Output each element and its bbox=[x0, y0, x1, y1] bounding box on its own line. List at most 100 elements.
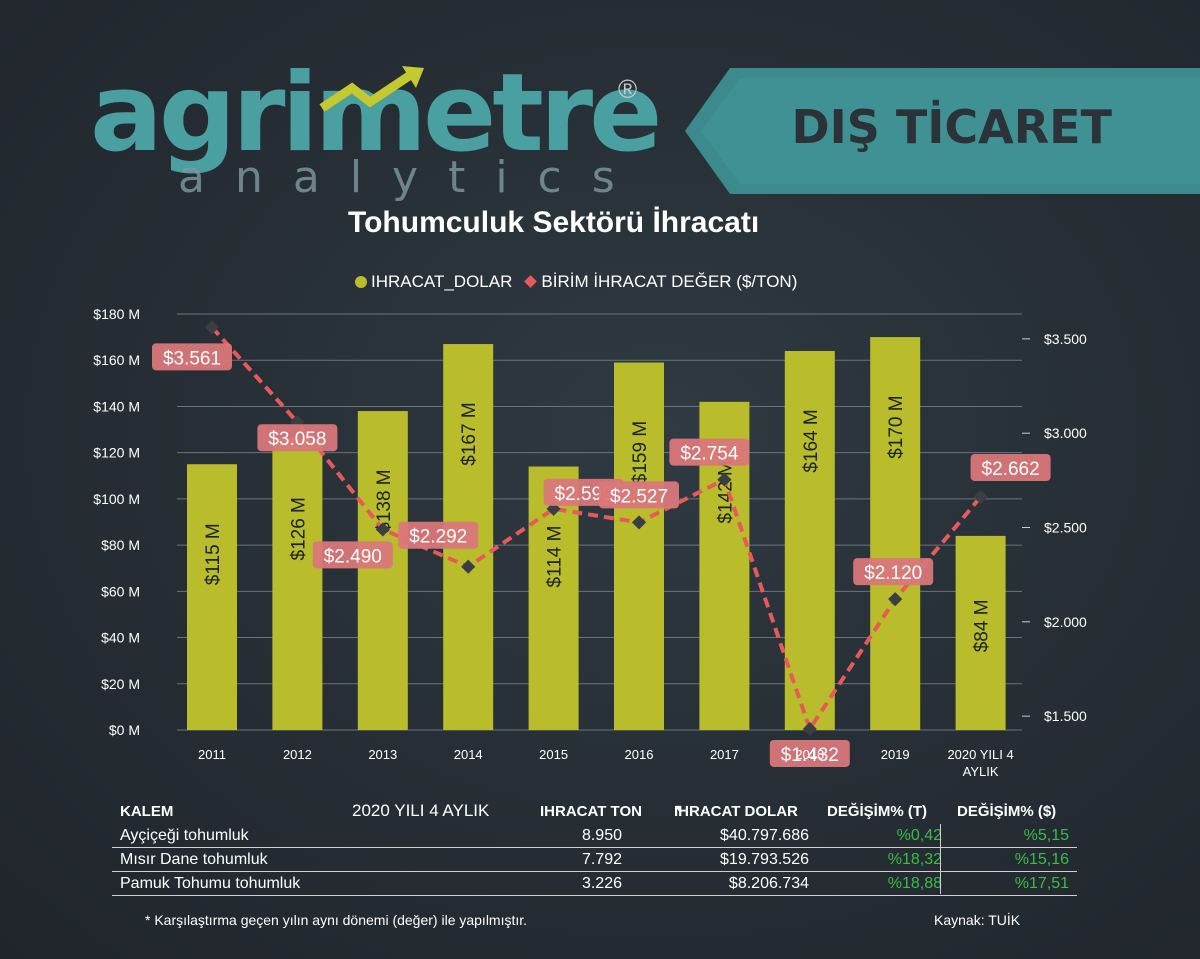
line-point bbox=[461, 559, 476, 574]
section-banner bbox=[685, 68, 1200, 194]
x-tick-label: 2013 bbox=[368, 747, 397, 762]
bar-data-label: $84 M bbox=[972, 599, 993, 652]
y-right-tick-label: $1.500 bbox=[1044, 708, 1087, 724]
line-data-label: $2.662 bbox=[982, 459, 1040, 480]
brand-logo: agrimetre analytics ® bbox=[90, 60, 662, 204]
x-tick-label: 2018 bbox=[795, 747, 824, 762]
cell-dolar: $19.793.526 bbox=[720, 851, 809, 868]
registered-mark: ® bbox=[618, 74, 638, 104]
cell-kalem: Mısır Dane tohumluk bbox=[120, 851, 268, 868]
y-left-tick-label: $120 M bbox=[93, 445, 140, 461]
x-tick-label: AYLIK bbox=[963, 764, 999, 779]
line-label-box bbox=[669, 438, 750, 466]
bar-data-label: $159 M bbox=[630, 421, 651, 484]
cell-degisim-t: %18,88 bbox=[887, 875, 942, 892]
logo-subtitle: analytics bbox=[178, 152, 645, 203]
combo-chart: $0 M $20 M $40 M $60 M $80 M $100 M $120 M $140… bbox=[93, 306, 1087, 779]
header-kalem: KALEM bbox=[120, 803, 174, 820]
header-dolar[interactable]: IHRACAT DOLAR bbox=[674, 803, 798, 820]
sort-descending-icon[interactable]: ▼ bbox=[674, 803, 683, 813]
y-left-tick-label: $40 M bbox=[101, 630, 140, 646]
logo-wordmark: agrimetre bbox=[90, 51, 662, 176]
bar bbox=[870, 337, 921, 730]
bar bbox=[955, 535, 1006, 730]
chart-title: Tohumculuk Sektörü İhracatı bbox=[348, 206, 760, 239]
legend-dot-icon bbox=[355, 276, 367, 288]
cell-kalem: Pamuk Tohumu tohumluk bbox=[120, 875, 301, 892]
line-point bbox=[973, 489, 988, 505]
bar-data-label: $126 M bbox=[288, 497, 309, 560]
line-point bbox=[888, 592, 903, 607]
y-left-tick-label: $60 M bbox=[101, 583, 140, 599]
footnote: * Karşılaştırma geçen yılın aynı dönemi … bbox=[145, 912, 528, 928]
x-tick-label: 2020 YILI 4 bbox=[947, 747, 1013, 762]
line-data-label: $2.292 bbox=[409, 527, 467, 548]
column-divider bbox=[940, 824, 941, 894]
legend-label-bar: IHRACAT_DOLAR bbox=[371, 272, 513, 291]
line-data-label: $3.058 bbox=[268, 429, 326, 450]
y-left-tick-label: $140 M bbox=[93, 398, 140, 414]
line-point bbox=[802, 721, 817, 737]
line-data-label: $2.120 bbox=[864, 563, 922, 584]
x-tick-label: 2014 bbox=[454, 747, 483, 762]
line-data-label: $2.527 bbox=[610, 486, 668, 507]
bar bbox=[187, 464, 237, 730]
line-label-box bbox=[398, 521, 479, 549]
trend-arrow-icon bbox=[319, 66, 424, 112]
source-label: Kaynak: TUİK bbox=[934, 912, 1021, 928]
line-data-label: $2.490 bbox=[324, 546, 382, 567]
table-row: Pamuk Tohumu tohumluk 3.226 $8.206.734 %… bbox=[112, 872, 1077, 896]
cell-dolar: $8.206.734 bbox=[728, 875, 809, 892]
y-left-tick-label: $20 M bbox=[101, 676, 140, 692]
y-right-tick-label: $2.000 bbox=[1044, 614, 1087, 630]
header-degisim-t[interactable]: DEĞİŞİM% (T) bbox=[827, 803, 927, 820]
line-point bbox=[375, 522, 390, 537]
cell-degisim-d: %17,51 bbox=[1014, 875, 1069, 892]
cell-degisim-t: %0,42 bbox=[896, 827, 942, 844]
y-left-tick-label: $80 M bbox=[101, 537, 140, 553]
header-ton[interactable]: IHRACAT TON bbox=[540, 803, 642, 820]
line-label-box bbox=[152, 343, 232, 371]
bar bbox=[357, 411, 408, 730]
banner-title: DIŞ TİCARET bbox=[791, 100, 1112, 154]
cell-ton: 3.226 bbox=[581, 875, 622, 892]
line-label-box bbox=[769, 739, 850, 767]
bar-data-label: $170 M bbox=[886, 395, 907, 458]
chart-legend: IHRACAT_DOLAR BİRİM İHRACAT DEĞER ($/TON… bbox=[355, 272, 797, 292]
cell-dolar: $40.797.686 bbox=[720, 827, 809, 844]
bar-data-label: $138 M bbox=[374, 469, 395, 532]
table-row: Ayçiçeği tohumluk 8.950 $40.797.686 %0,4… bbox=[112, 824, 1077, 848]
line-series bbox=[210, 326, 983, 734]
line-point bbox=[204, 320, 220, 335]
x-tick-label: 2016 bbox=[625, 747, 654, 762]
legend-item-bar: IHRACAT_DOLAR bbox=[355, 272, 512, 292]
table-row: Mısır Dane tohumluk 7.792 $19.793.526 %1… bbox=[112, 848, 1077, 872]
x-tick-label: 2015 bbox=[539, 747, 568, 762]
line-data-label: $1.432 bbox=[781, 745, 839, 766]
line-data-label: $3.561 bbox=[163, 348, 221, 369]
bar-data-label: $115 M bbox=[203, 523, 224, 585]
x-tick-label: 2011 bbox=[198, 747, 226, 762]
bar bbox=[614, 362, 664, 730]
cell-kalem: Ayçiçeği tohumluk bbox=[120, 827, 249, 844]
bar-data-label: $142 M bbox=[715, 460, 736, 523]
cell-degisim-d: %15,16 bbox=[1014, 851, 1069, 868]
line-point bbox=[631, 515, 647, 530]
cell-ton: 8.950 bbox=[581, 827, 622, 844]
y-right-tick-label: $2.500 bbox=[1044, 520, 1087, 536]
table-header: KALEM 2020 YILI 4 AYLIK IHRACAT TON IHRA… bbox=[112, 800, 1077, 824]
line-label-box bbox=[853, 558, 934, 586]
y-right-tick-label: $3.500 bbox=[1044, 331, 1087, 347]
cell-degisim-t: %18,32 bbox=[887, 851, 942, 868]
export-table: KALEM 2020 YILI 4 AYLIK IHRACAT TON IHRA… bbox=[112, 800, 1077, 896]
bar-data-label: $167 M bbox=[459, 402, 480, 465]
x-tick-label: 2012 bbox=[283, 747, 312, 762]
line-data-label: $2.754 bbox=[680, 444, 739, 465]
bar-data-label: $164 M bbox=[801, 409, 822, 472]
y-left-tick-label: $100 M bbox=[93, 491, 140, 507]
y-left-tick-label: $0 M bbox=[109, 722, 140, 738]
line-label-box bbox=[599, 481, 679, 509]
header-degisim-d[interactable]: DEĞİŞİM% ($) bbox=[957, 803, 1057, 820]
bar-data-label: $114 M bbox=[545, 526, 566, 588]
line-point bbox=[717, 472, 732, 487]
